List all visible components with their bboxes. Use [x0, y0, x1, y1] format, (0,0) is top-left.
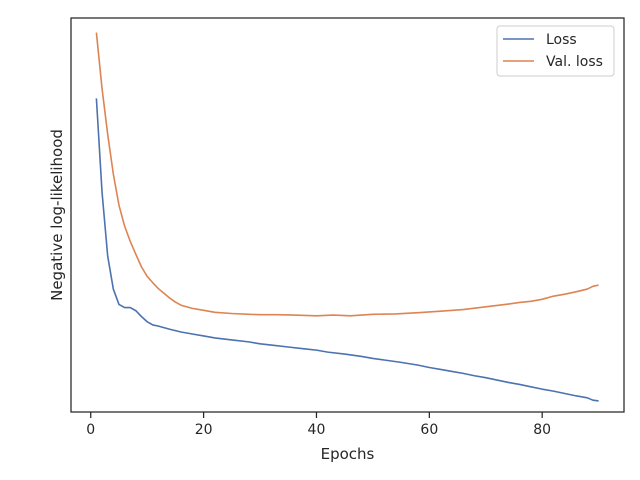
x-tick-label: 80 [533, 422, 551, 438]
series-line-val-loss [95, 32, 599, 317]
plot-frame [70, 17, 625, 413]
y-axis-label: Negative log-likelihood [48, 129, 66, 301]
x-tick-label: 40 [308, 422, 326, 438]
series-line-loss [95, 98, 599, 402]
x-tick-label: 60 [420, 422, 438, 438]
x-axis-label: Epochs [321, 445, 375, 463]
x-tick-label: 20 [195, 422, 213, 438]
x-tick-label: 0 [86, 422, 95, 438]
legend-label-val-loss: Val. loss [546, 54, 603, 70]
legend: Loss Val. loss [496, 25, 615, 77]
legend-label-loss: Loss [546, 32, 577, 48]
plot-lines [95, 32, 599, 402]
x-axis-ticks: 0 20 40 60 80 [86, 412, 551, 438]
